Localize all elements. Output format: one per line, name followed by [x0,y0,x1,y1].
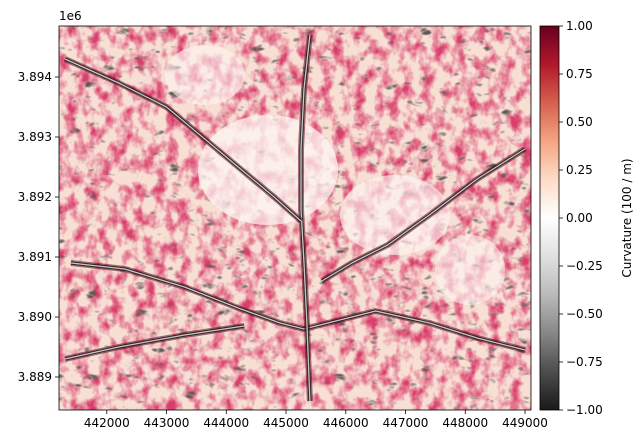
curvature-raster [59,26,531,410]
colorbar-tick-label: 0.50 [566,115,593,129]
colorbar [539,25,560,411]
river-center [321,148,526,282]
y-offset-label: 1e6 [59,9,82,23]
flat-zone [198,115,338,225]
y-tick-label: 3.894 [18,70,52,84]
river-center [300,34,311,402]
x-tick-label: 447000 [383,416,429,430]
colorbar-tick-label: 1.00 [566,19,593,33]
river-center [64,325,245,360]
x-tick-label: 442000 [84,416,130,430]
colorbar-tick-label: 0.00 [566,211,593,225]
x-tick-label: 446000 [323,416,369,430]
river-center [70,262,526,351]
colorbar-tick-label: −0.75 [566,355,603,369]
flat-zone [165,45,245,105]
y-tick-label: 3.890 [18,310,52,324]
flat-zone [435,235,505,305]
y-axis: 3.889 3.890 3.891 3.892 3.893 3.894 [18,70,59,384]
y-tick-label: 3.891 [18,250,52,264]
x-axis: 442000 443000 444000 445000 446000 447000 4480… [84,410,548,430]
plot-frame [58,25,532,411]
colorbar-label: Curvature (100 / m) [620,158,634,277]
colorbar-tick-label: 0.25 [566,163,593,177]
x-tick-label: 445000 [263,416,309,430]
river-center [64,58,302,222]
x-tick-label: 448000 [442,416,488,430]
x-tick-label: 443000 [144,416,190,430]
colorbar-tick-label: 0.75 [566,67,593,81]
y-tick-label: 3.893 [18,130,52,144]
colorbar-tick-label: −1.00 [566,403,603,417]
y-tick-label: 3.889 [18,370,52,384]
x-tick-label: 449000 [502,416,548,430]
colorbar-tick-label: −0.25 [566,259,603,273]
x-tick-label: 444000 [203,416,249,430]
flat-zone [340,175,450,255]
colorbar-tick-label: −0.50 [566,307,603,321]
y-tick-label: 3.892 [18,190,52,204]
colorbar-axis: 1.00 0.75 0.50 0.25 0.00 −0.25 −0.50 −0.75 −1.00 [559,19,603,417]
